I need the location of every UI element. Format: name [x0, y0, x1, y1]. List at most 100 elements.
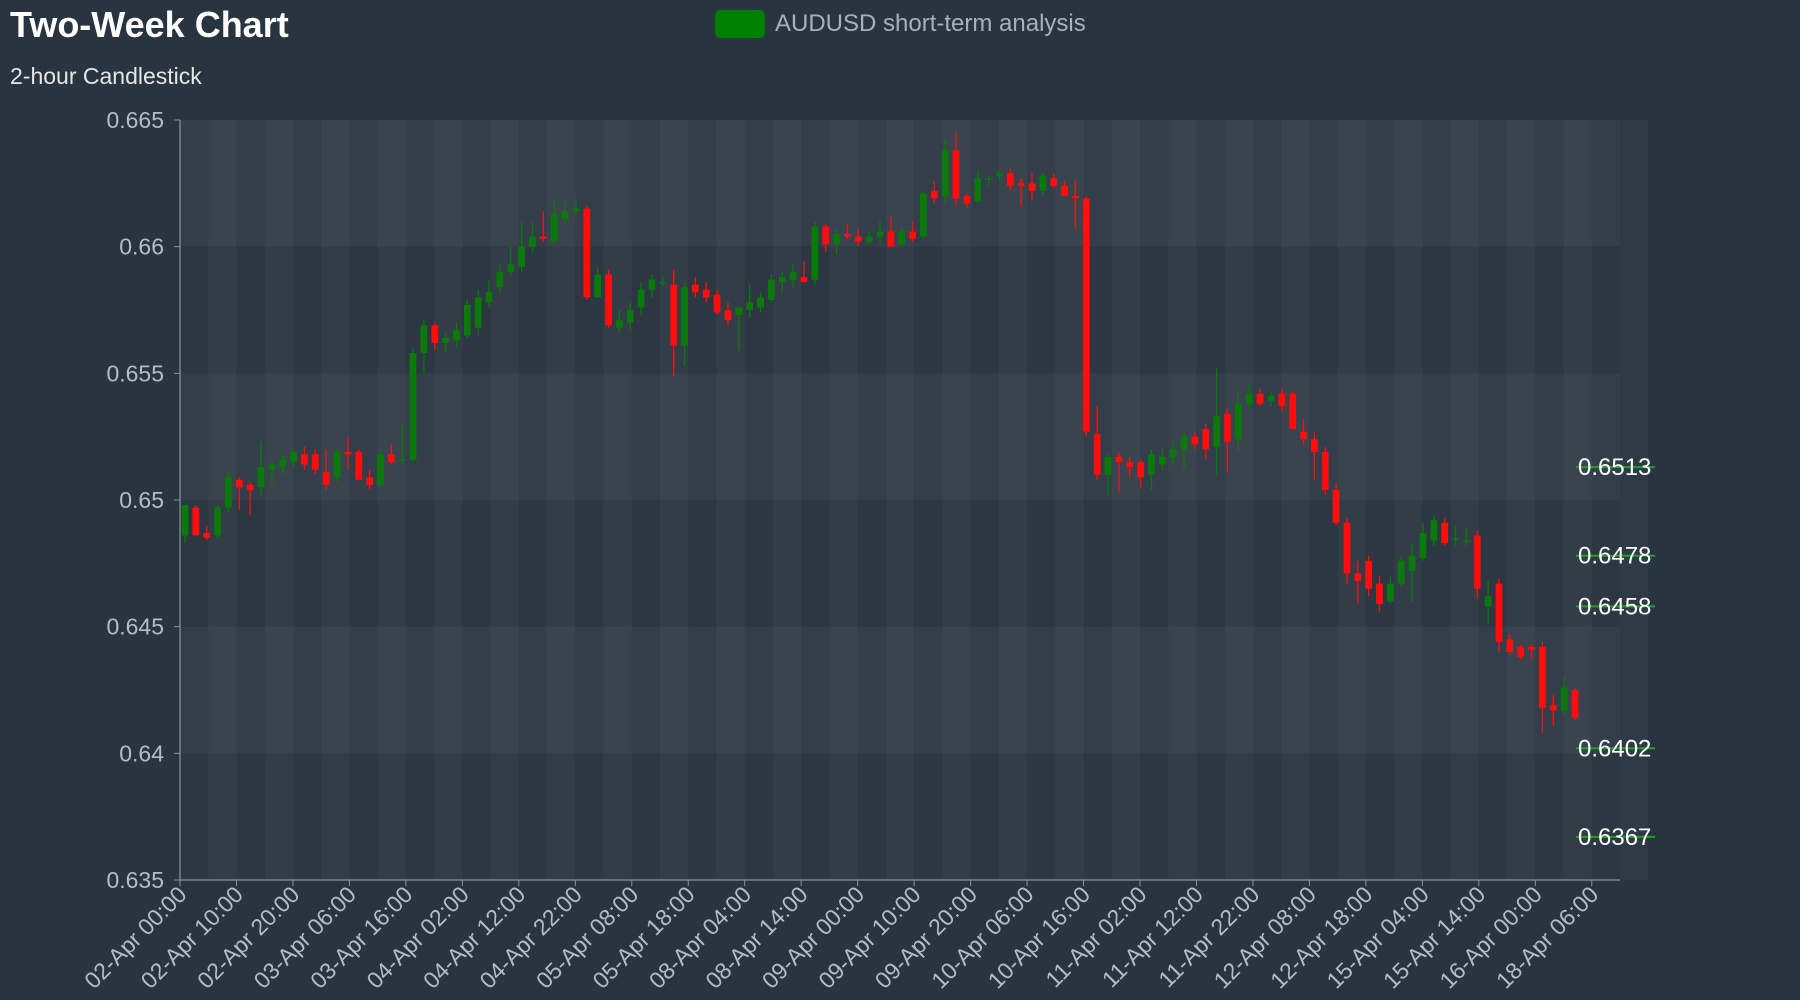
- plot-stripe: [1112, 120, 1140, 880]
- candle: [1234, 393, 1242, 452]
- candle-body: [844, 234, 851, 237]
- candle: [431, 322, 439, 351]
- candle-body: [1343, 522, 1351, 574]
- candle-body: [268, 464, 276, 470]
- y-tick-label: 0.64: [119, 740, 164, 766]
- candle-body: [1473, 535, 1481, 589]
- candle: [833, 228, 840, 255]
- candle-body: [746, 302, 754, 310]
- plot-stripe: [1620, 120, 1648, 880]
- plot-stripe: [265, 120, 293, 880]
- candle: [485, 279, 493, 308]
- candle-body: [1082, 198, 1090, 432]
- price-level-label: 0.6458: [1578, 593, 1651, 620]
- candle: [1245, 383, 1253, 409]
- candle-body: [1213, 416, 1221, 447]
- candle: [735, 307, 743, 351]
- candle-body: [1006, 173, 1014, 186]
- price-level-label: 0.6402: [1578, 735, 1651, 762]
- price-level-label: 0.6367: [1578, 824, 1651, 851]
- price-level: 0.6478: [1576, 543, 1655, 570]
- candle: [822, 223, 830, 252]
- candle: [996, 170, 1003, 181]
- plot-stripe: [716, 120, 744, 880]
- candle: [387, 444, 395, 465]
- candle-body: [1495, 583, 1503, 642]
- candle: [681, 282, 688, 366]
- candle: [1006, 168, 1014, 191]
- plot-stripe: [660, 120, 688, 880]
- chart-title: Two-Week Chart: [10, 4, 289, 45]
- candle-body: [561, 211, 569, 219]
- candle: [355, 449, 363, 480]
- candle-body: [431, 325, 439, 343]
- candle-body: [789, 272, 797, 280]
- candle: [1397, 555, 1405, 587]
- candle: [648, 274, 656, 298]
- candle: [865, 231, 873, 245]
- candle-body: [702, 289, 710, 298]
- candle: [268, 462, 276, 485]
- candle: [344, 436, 352, 470]
- candle: [1137, 459, 1144, 488]
- candle-body: [1571, 690, 1579, 718]
- candle-body: [1332, 489, 1340, 523]
- candle: [659, 277, 667, 288]
- candle: [1332, 482, 1340, 526]
- candle: [1539, 641, 1546, 734]
- candle-body: [1539, 646, 1546, 708]
- price-level-label: 0.6478: [1578, 543, 1651, 570]
- candle: [322, 449, 330, 490]
- candle: [1061, 180, 1068, 196]
- candle: [778, 272, 786, 293]
- candle-body: [1528, 646, 1535, 650]
- candle-body: [1289, 393, 1297, 430]
- plot-stripe: [1564, 120, 1592, 880]
- candle: [1549, 695, 1557, 726]
- candle-body: [909, 231, 916, 240]
- plot-stripe: [1055, 120, 1083, 880]
- price-level: 0.6402: [1576, 735, 1655, 762]
- plot-stripe: [604, 120, 632, 880]
- candle-body: [398, 459, 406, 461]
- candle-body: [257, 467, 265, 488]
- plot-background: [180, 120, 1648, 880]
- plot-stripe: [1451, 120, 1479, 880]
- candle-body: [996, 173, 1003, 176]
- candle: [941, 137, 949, 204]
- legend-label: AUDUSD short-term analysis: [775, 10, 1086, 37]
- candle-body: [1093, 434, 1101, 475]
- plot-stripe: [942, 120, 970, 880]
- candle-body: [1126, 462, 1134, 468]
- candle: [605, 269, 612, 328]
- plot-stripe: [1225, 120, 1253, 880]
- candle: [1419, 522, 1427, 561]
- candle: [572, 198, 580, 217]
- candle-body: [1365, 560, 1373, 589]
- candle: [930, 180, 938, 204]
- candle: [539, 211, 547, 242]
- candle: [1202, 424, 1210, 460]
- candle: [192, 505, 200, 536]
- candle-body: [1028, 183, 1036, 191]
- candle: [550, 198, 558, 245]
- candle: [507, 246, 515, 278]
- candle: [214, 505, 221, 538]
- candle-body: [1397, 560, 1405, 584]
- candle-body: [1017, 183, 1025, 186]
- candle-body: [659, 282, 667, 284]
- candle-body: [1387, 583, 1394, 602]
- candle: [246, 482, 254, 516]
- candle-body: [985, 178, 992, 180]
- candle: [1267, 391, 1275, 407]
- legend[interactable]: AUDUSD short-term analysis: [715, 10, 1086, 38]
- candle: [181, 505, 189, 544]
- candle: [594, 266, 602, 298]
- candle-body: [1148, 454, 1155, 475]
- y-tick-label: 0.645: [106, 614, 164, 640]
- candle: [1072, 180, 1079, 229]
- candle: [1028, 173, 1036, 202]
- candle-body: [865, 236, 873, 242]
- candle-body: [1245, 393, 1253, 404]
- candle: [561, 201, 569, 224]
